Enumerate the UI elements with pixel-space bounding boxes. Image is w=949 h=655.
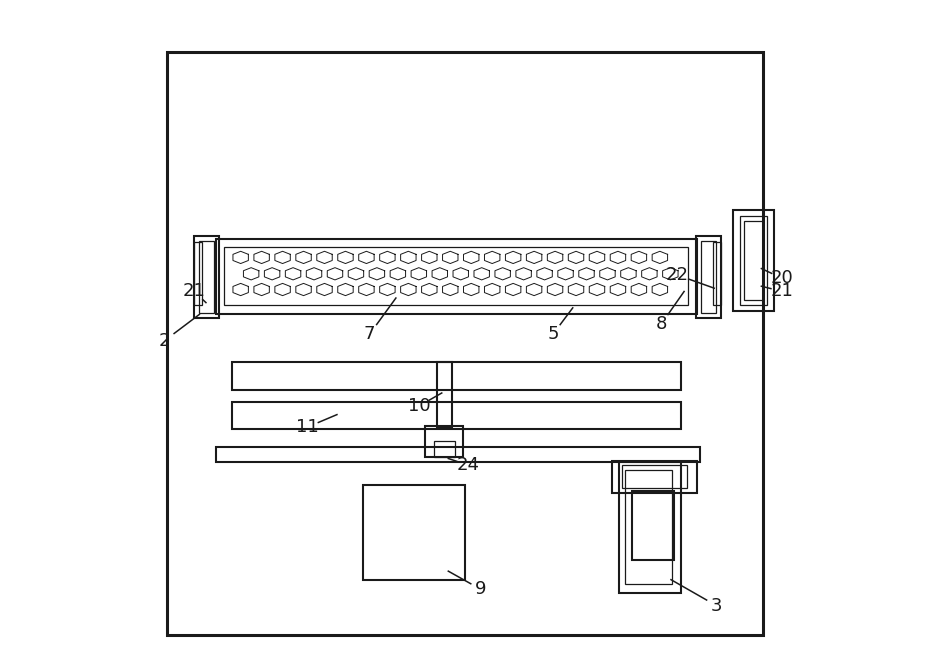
Bar <box>734 210 773 311</box>
Bar <box>619 462 680 593</box>
Bar <box>224 247 688 305</box>
Bar <box>437 362 452 428</box>
Bar <box>215 239 698 314</box>
Text: 3: 3 <box>711 597 722 615</box>
Bar <box>713 242 721 305</box>
Bar <box>696 236 721 318</box>
Text: 21: 21 <box>183 282 206 301</box>
Bar <box>632 491 675 560</box>
Text: 22: 22 <box>666 266 689 284</box>
Bar <box>233 362 680 390</box>
Bar <box>363 485 465 580</box>
Bar <box>425 426 463 457</box>
Bar <box>612 461 698 493</box>
Bar <box>167 52 763 635</box>
Text: 9: 9 <box>475 580 487 599</box>
Bar <box>740 216 768 305</box>
Bar <box>434 441 455 457</box>
Text: 7: 7 <box>364 325 376 343</box>
Bar <box>195 236 219 318</box>
Bar <box>744 221 763 300</box>
Text: 20: 20 <box>771 269 793 288</box>
Text: 2: 2 <box>158 331 171 350</box>
Text: 10: 10 <box>407 397 430 415</box>
Bar <box>215 447 700 462</box>
Text: 24: 24 <box>456 456 479 474</box>
Bar <box>199 241 214 313</box>
Text: 8: 8 <box>656 315 667 333</box>
Bar <box>195 242 202 305</box>
Text: 5: 5 <box>548 325 559 343</box>
Text: 21: 21 <box>771 282 793 301</box>
Text: 11: 11 <box>296 418 319 436</box>
Bar <box>625 470 672 584</box>
Bar <box>233 402 680 429</box>
Bar <box>622 465 687 488</box>
Bar <box>701 241 716 313</box>
